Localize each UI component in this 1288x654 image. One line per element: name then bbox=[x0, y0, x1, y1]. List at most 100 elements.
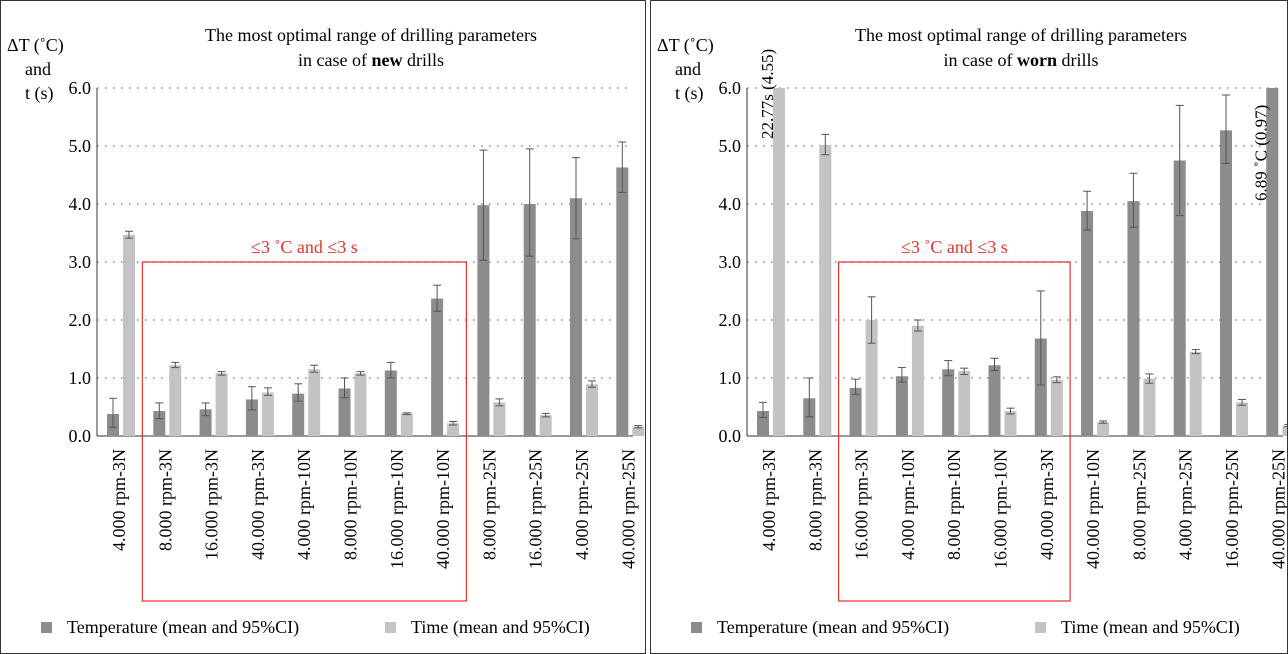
y-tick-label: 1.0 bbox=[69, 368, 92, 388]
x-category-label: 4.000 rpm-10N bbox=[294, 449, 314, 560]
chart-panel-new-drills: The most optimal range of drilling param… bbox=[0, 0, 646, 654]
time-bar bbox=[819, 144, 832, 436]
optimal-range-box bbox=[141, 261, 468, 602]
y-tick-label: 0.0 bbox=[719, 426, 742, 446]
y-tick-label: 4.0 bbox=[69, 194, 92, 214]
x-category-label: 16.000 rpm-25N bbox=[526, 449, 546, 569]
y-tick-label: 2.0 bbox=[69, 310, 92, 330]
y-tick-label: 1.0 bbox=[719, 368, 742, 388]
time-bar bbox=[354, 373, 367, 436]
temperature-bar bbox=[570, 198, 582, 436]
time-bar bbox=[911, 325, 924, 436]
x-category-label: 8.000 rpm-10N bbox=[944, 449, 964, 560]
time-bar bbox=[586, 384, 598, 436]
time-bar bbox=[215, 373, 228, 436]
time-bar bbox=[447, 423, 460, 436]
temperature-bar bbox=[895, 376, 908, 436]
time-bar bbox=[1004, 411, 1017, 436]
y-axis-label-line3: t (s) bbox=[675, 83, 704, 104]
x-category-label: 4.000 rpm-25N bbox=[572, 449, 592, 560]
chart-title-suffix: drills bbox=[402, 50, 444, 70]
chart-title-bold-word: worn bbox=[1017, 50, 1057, 70]
time-bar bbox=[261, 392, 274, 436]
y-axis-label-line2: and bbox=[25, 59, 51, 79]
optimal-range-label: ≤3 ˚C and ≤3 s bbox=[901, 237, 1008, 257]
time-bar bbox=[539, 415, 552, 436]
x-category-label: 40.000 rpm-3N bbox=[1037, 449, 1057, 560]
time-bar bbox=[1282, 425, 1287, 436]
time-bar bbox=[169, 365, 182, 436]
time-bar bbox=[773, 88, 785, 436]
temperature-bar bbox=[1220, 130, 1232, 436]
optimal-range-box bbox=[838, 261, 1071, 602]
optimal-range-label: ≤3 ˚C and ≤3 s bbox=[251, 237, 358, 257]
chart-svg-new-drills: The most optimal range of drilling param… bbox=[7, 25, 645, 638]
chart-title-bold-word: new bbox=[371, 50, 402, 70]
value-annotation: 6.89 ˚C (0.97) bbox=[1251, 105, 1270, 201]
value-annotation: 22.77s (4.55) bbox=[758, 49, 777, 139]
chart-title-line1: The most optimal range of drilling param… bbox=[205, 25, 537, 45]
x-category-label: 40.000 rpm-25N bbox=[1268, 449, 1287, 569]
x-category-label: 16.000 rpm-3N bbox=[852, 449, 872, 560]
chart-svg-worn-drills: The most optimal range of drilling param… bbox=[657, 25, 1287, 638]
y-tick-label: 5.0 bbox=[719, 136, 742, 156]
x-category-label: 8.000 rpm-25N bbox=[479, 449, 499, 560]
temperature-bar bbox=[849, 387, 862, 436]
temperature-bar bbox=[942, 369, 955, 436]
chart-panel-worn-drills: The most optimal range of drilling param… bbox=[650, 0, 1288, 654]
x-category-label: 40.000 rpm-10N bbox=[1083, 449, 1103, 569]
x-category-label: 8.000 rpm-10N bbox=[341, 449, 361, 560]
temperature-bar bbox=[153, 411, 166, 436]
x-category-label: 40.000 rpm-10N bbox=[433, 449, 453, 569]
time-bar bbox=[1143, 378, 1156, 436]
temperature-bar bbox=[431, 298, 444, 436]
chart-title-prefix: in case of bbox=[298, 50, 371, 70]
chart-title-line2: in case of worn drills bbox=[944, 50, 1099, 70]
legend-time-label: Time (mean and 95%CI) bbox=[1061, 617, 1240, 638]
y-tick-label: 2.0 bbox=[719, 310, 742, 330]
temperature-bar bbox=[523, 204, 536, 436]
temperature-bar bbox=[338, 388, 351, 436]
y-axis-label-line1: ΔT (˚C) bbox=[657, 35, 714, 56]
time-bar bbox=[400, 413, 413, 436]
time-bar bbox=[865, 320, 878, 436]
y-tick-label: 6.0 bbox=[69, 78, 92, 98]
x-category-label: 16.000 rpm-3N bbox=[202, 449, 222, 560]
x-category-label: 8.000 rpm-25N bbox=[1129, 449, 1149, 560]
time-bar bbox=[493, 402, 506, 436]
temperature-bar bbox=[1127, 201, 1140, 436]
x-category-label: 40.000 rpm-25N bbox=[618, 449, 638, 569]
time-bar bbox=[632, 426, 645, 436]
y-tick-label: 3.0 bbox=[719, 252, 742, 272]
x-category-label: 16.000 rpm-10N bbox=[387, 449, 407, 569]
temperature-bar bbox=[477, 205, 490, 436]
y-tick-label: 4.0 bbox=[719, 194, 742, 214]
x-category-label: 4.000 rpm-3N bbox=[759, 449, 779, 551]
time-bar bbox=[1050, 379, 1063, 436]
x-category-label: 40.000 rpm-3N bbox=[248, 449, 268, 560]
time-bar bbox=[1189, 351, 1202, 436]
x-category-label: 4.000 rpm-25N bbox=[1176, 449, 1196, 560]
chart-title-suffix: drills bbox=[1057, 50, 1099, 70]
time-bar bbox=[1236, 402, 1248, 436]
x-category-label: 4.000 rpm-10N bbox=[898, 449, 918, 560]
legend-temperature-swatch bbox=[691, 622, 702, 633]
y-tick-label: 5.0 bbox=[69, 136, 92, 156]
temperature-bar bbox=[1081, 210, 1094, 436]
temperature-bar bbox=[616, 167, 629, 436]
chart-title-line1: The most optimal range of drilling param… bbox=[855, 25, 1187, 45]
legend-time-swatch bbox=[385, 622, 396, 633]
x-category-label: 8.000 rpm-3N bbox=[155, 449, 175, 551]
x-category-label: 16.000 rpm-25N bbox=[1222, 449, 1242, 569]
temperature-bar bbox=[1173, 160, 1186, 436]
temperature-bar bbox=[245, 399, 258, 436]
chart-title-prefix: in case of bbox=[944, 50, 1017, 70]
panel-divider bbox=[646, 0, 650, 654]
x-category-label: 4.000 rpm-3N bbox=[109, 449, 129, 551]
x-category-label: 8.000 rpm-3N bbox=[805, 449, 825, 551]
y-axis-label-line1: ΔT (˚C) bbox=[7, 35, 64, 56]
legend-time-label: Time (mean and 95%CI) bbox=[411, 617, 590, 638]
time-bar bbox=[123, 234, 135, 436]
time-bar bbox=[958, 371, 971, 436]
